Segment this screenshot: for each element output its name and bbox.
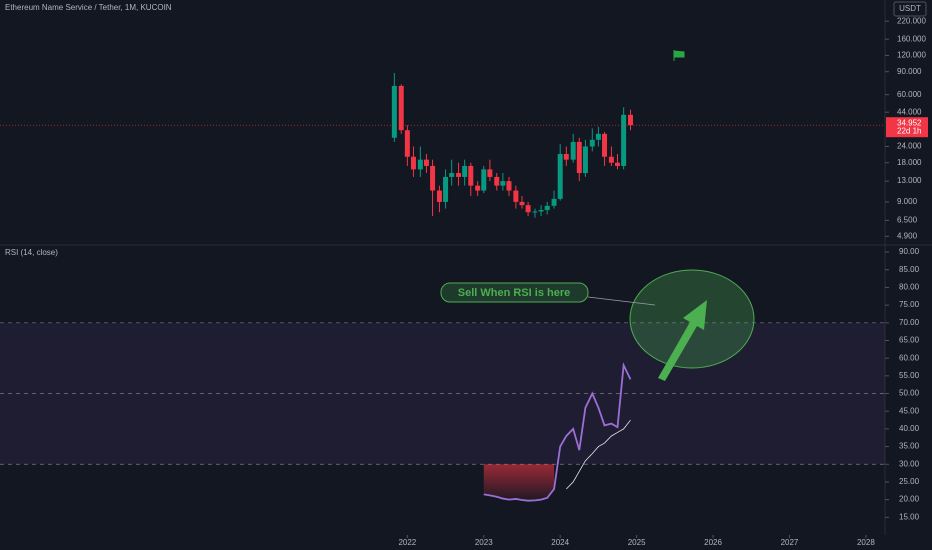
y-tick-label: 4.900 <box>897 231 918 240</box>
y-tick-label: 85.00 <box>899 265 920 274</box>
candle-body <box>449 173 455 177</box>
y-tick-label: 18.000 <box>897 158 922 167</box>
candle-body <box>615 162 621 166</box>
x-tick-label: 2025 <box>628 538 646 547</box>
rsi-title: RSI (14, close) <box>5 248 58 257</box>
annotation: Sell When RSI is here <box>458 287 570 299</box>
candle-body <box>391 85 397 138</box>
candle-body <box>430 165 436 191</box>
candle-body <box>443 176 449 202</box>
last-price-label: 34.952 <box>897 118 922 127</box>
currency-box[interactable] <box>893 1 927 17</box>
arrow <box>658 300 707 381</box>
y-tick-label: 60.000 <box>897 90 922 99</box>
candle-body <box>494 176 500 186</box>
candle-body <box>404 130 410 157</box>
candle-body <box>436 190 442 202</box>
currency[interactable]: USDT <box>899 4 921 13</box>
x-tick-label: 2027 <box>781 538 799 547</box>
y-tick-label: 15.00 <box>899 512 920 521</box>
candle-body <box>513 190 519 202</box>
last-price-box <box>886 117 928 138</box>
y-tick-label: 90.000 <box>897 67 922 76</box>
y-tick-label: 44.000 <box>897 107 922 116</box>
candle-body <box>563 154 569 160</box>
y-tick-label: 30.00 <box>899 459 920 468</box>
y-tick-label: 9.000 <box>897 197 918 206</box>
candle-body <box>462 165 468 177</box>
x-tick-label: 2026 <box>704 538 722 547</box>
candle-body <box>519 201 525 206</box>
y-tick-label: 35.00 <box>899 442 920 451</box>
candle-body <box>398 85 404 131</box>
candle-body <box>570 141 576 160</box>
rsi-line <box>483 361 632 502</box>
y-tick-label: 120.000 <box>897 51 926 60</box>
candle-body <box>551 198 557 206</box>
x-tick-label: 2024 <box>551 538 569 547</box>
y-tick-label: 55.00 <box>899 371 920 380</box>
y-tick-label: 160.000 <box>897 34 926 43</box>
y-tick-label: 40.00 <box>899 424 920 433</box>
x-tick-label: 2028 <box>857 538 875 547</box>
candle-body <box>525 205 531 213</box>
candle-body <box>506 181 512 191</box>
y-tick-label: 60.00 <box>899 353 920 362</box>
y-tick-label: 80.00 <box>899 283 920 292</box>
rsi-line <box>566 419 631 490</box>
candle-body <box>500 181 506 186</box>
candle-body <box>628 114 634 126</box>
candle-body <box>481 169 487 191</box>
candle-body <box>468 165 474 186</box>
candle-body <box>557 154 563 199</box>
candle-body <box>417 159 423 170</box>
candle-body <box>595 133 601 140</box>
y-tick-label: 20.00 <box>899 495 920 504</box>
y-tick-label: 220.000 <box>897 16 926 25</box>
candle-body <box>576 141 582 174</box>
candle-body <box>456 173 462 177</box>
candle-body <box>475 185 481 191</box>
candle-body <box>410 156 416 170</box>
candle-body <box>608 156 614 163</box>
x-tick-label: 2022 <box>398 538 416 547</box>
candle-body <box>538 209 544 212</box>
candle-body <box>423 159 429 166</box>
y-tick-label: 13.000 <box>897 176 922 185</box>
callout-line <box>587 296 656 306</box>
y-tick-label: 65.00 <box>899 336 920 345</box>
candle-body <box>621 114 627 166</box>
y-tick-label: 6.500 <box>897 215 918 224</box>
candle-body <box>532 211 538 213</box>
candle-body <box>582 146 588 174</box>
candle-body <box>544 205 550 210</box>
y-tick-label: 90.00 <box>899 247 920 256</box>
y-tick-label: 50.00 <box>899 389 920 398</box>
candle-body <box>602 133 608 157</box>
oversold-fill <box>483 464 555 501</box>
y-tick-label: 24.000 <box>897 142 922 151</box>
candle-body <box>589 139 595 147</box>
flag-icon <box>673 50 685 61</box>
y-tick-label: 45.00 <box>899 406 920 415</box>
y-tick-label: 75.00 <box>899 300 920 309</box>
y-tick-label: 25.00 <box>899 477 920 486</box>
countdown: 22d 1h <box>897 126 921 135</box>
annotation-box <box>440 282 589 303</box>
y-tick-label: 70.00 <box>899 318 920 327</box>
symbol-title: Ethereum Name Service / Tether, 1M, KUCO… <box>5 3 172 12</box>
x-tick-label: 2023 <box>475 538 493 547</box>
candle-body <box>487 169 493 177</box>
